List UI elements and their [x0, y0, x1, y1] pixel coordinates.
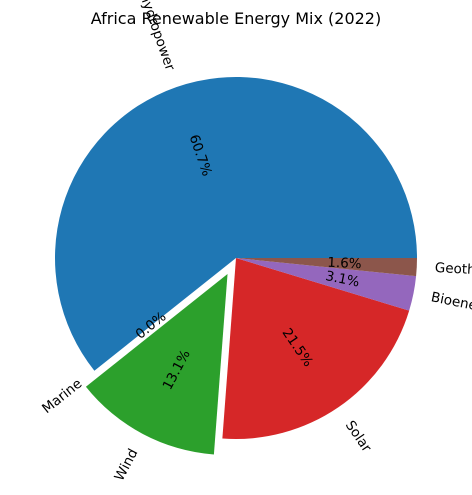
pct-label-geothermal: 1.6% — [327, 255, 362, 273]
pie-slice-renewable-hydropower — [54, 77, 418, 371]
slice-label-solar: Solar — [342, 418, 375, 456]
slices-layer — [54, 77, 418, 455]
chart-title: Africa Renewable Energy Mix (2022) — [91, 9, 381, 28]
slice-label-bioenergy: Bioenergy — [430, 289, 472, 318]
pie-slice-wind — [85, 273, 228, 455]
slice-label-marine: Marine — [39, 376, 85, 417]
pie-slice-solar — [222, 258, 410, 439]
slice-label-wind: Wind — [111, 446, 141, 483]
pct-label-bioenergy: 3.1% — [324, 268, 361, 290]
slice-label-geothermal: Geothermal — [434, 260, 472, 280]
pie-slice-bioenergy — [236, 258, 417, 311]
pie-slice-geothermal — [236, 258, 417, 277]
